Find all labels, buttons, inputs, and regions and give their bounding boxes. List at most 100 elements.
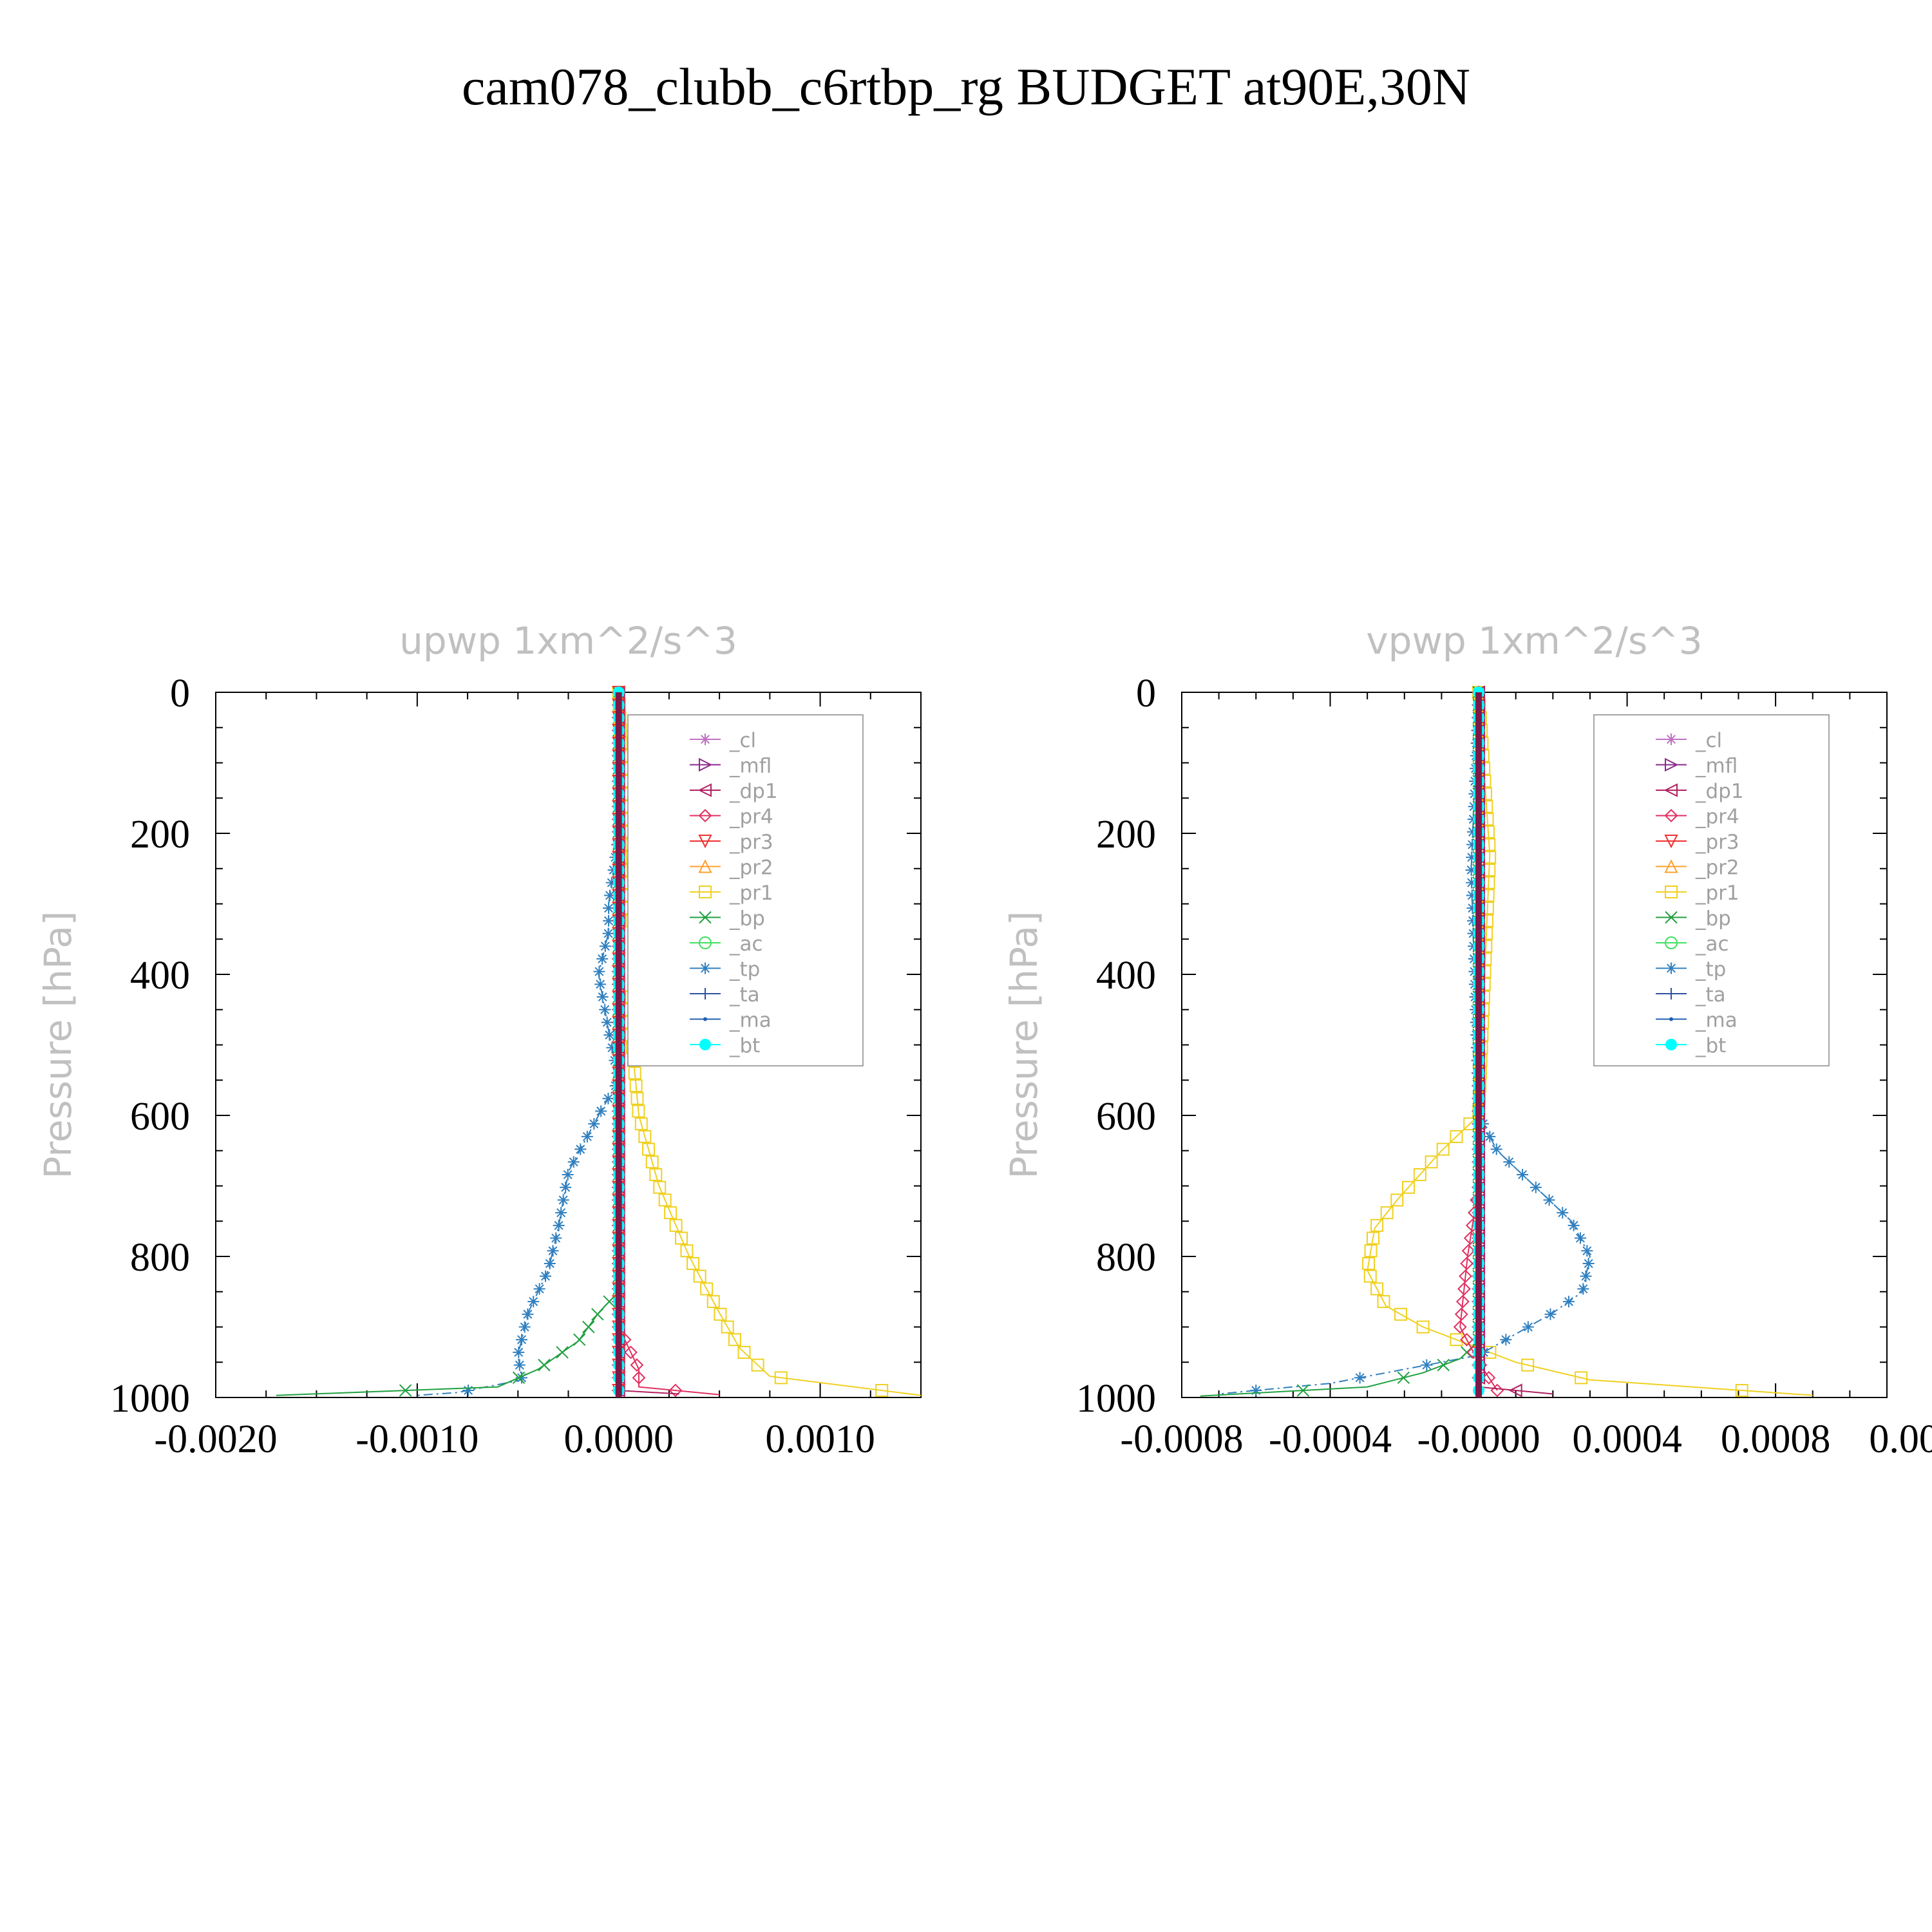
data-point-pr4 <box>1454 1307 1468 1321</box>
data-point-pr1 <box>680 1244 694 1258</box>
chart-panel-1: upwp 1xm^2/s^3 Pressure [hPa] 0 200 400 600 80… <box>36 619 922 1461</box>
legend-marker <box>1665 1039 1677 1050</box>
data-point-tp <box>550 1232 562 1244</box>
legend-label: _ma <box>729 1009 772 1032</box>
series-line-tp <box>1218 692 1591 1395</box>
data-point-pr1 <box>1362 1256 1376 1270</box>
data-point-tp <box>593 965 605 978</box>
data-point-tp <box>1543 1194 1555 1206</box>
data-point-bp <box>538 1358 551 1372</box>
legend: _cl_mfl_dp1_pr4_pr3_pr2_pr1_bp_ac_tp_ta_… <box>627 714 864 1066</box>
data-point-pr1 <box>1377 1295 1390 1309</box>
data-point-dp1 <box>1508 1383 1522 1397</box>
data-point-pr4 <box>624 1345 638 1359</box>
data-point-pr4 <box>1453 1320 1467 1334</box>
y-tick-label: 600 <box>130 1095 190 1139</box>
x-tick-label: -0.0008 <box>1120 1417 1243 1461</box>
data-point-bp <box>512 1371 526 1385</box>
x-tick-label: -0.0020 <box>154 1417 277 1461</box>
legend-marker <box>1664 835 1678 849</box>
data-point-tp <box>594 978 607 990</box>
data-point-pr1 <box>728 1333 741 1347</box>
data-point-pr1 <box>1413 1168 1426 1181</box>
data-point-pr1 <box>638 1130 652 1143</box>
legend-marker <box>699 988 711 999</box>
legend-marker <box>1665 757 1679 772</box>
data-point-pr1 <box>687 1256 700 1270</box>
legend-box <box>627 714 864 1066</box>
data-point-bp <box>591 1308 604 1321</box>
data-point-tp <box>602 1092 614 1104</box>
data-point-pr1 <box>700 1282 714 1296</box>
data-point-tp <box>1574 1232 1586 1244</box>
data-point-tp <box>1567 1219 1580 1231</box>
data-point-tp <box>1562 1296 1575 1308</box>
chart-title: upwp 1xm^2/s^3 <box>399 619 737 663</box>
data-point-tp <box>581 1130 593 1142</box>
data-point-tp <box>560 1181 572 1193</box>
legend-label: _cl <box>729 729 756 752</box>
legend-label: _pr3 <box>729 831 773 854</box>
data-point-tp <box>1581 1245 1593 1257</box>
data-point-pr4 <box>1455 1294 1470 1309</box>
data-point-pr1 <box>645 1155 659 1169</box>
data-point-pr1 <box>1370 1218 1384 1232</box>
y-axis-label: Pressure [hPa] <box>1002 911 1046 1179</box>
legend-marker <box>698 809 712 822</box>
data-point-tp <box>603 889 616 902</box>
legend-marker <box>698 859 712 873</box>
data-point-pr1 <box>629 1079 643 1093</box>
data-point-bp <box>573 1333 586 1346</box>
data-point-tp <box>1582 1257 1595 1269</box>
legend-label: _ta <box>729 983 760 1007</box>
x-tick-label: 0.0004 <box>1572 1417 1682 1461</box>
legend-label: _tp <box>1695 958 1726 981</box>
data-point-tp <box>596 991 609 1003</box>
legend-marker <box>1665 988 1677 999</box>
y-tick-label: 600 <box>1096 1095 1156 1139</box>
data-point-tp <box>518 1321 531 1333</box>
legend-marker <box>699 911 712 924</box>
data-point-pr1 <box>1416 1320 1430 1334</box>
legend-marker <box>699 757 713 772</box>
data-point-tp <box>533 1283 545 1295</box>
data-point-tp <box>602 927 614 940</box>
data-point-pr1 <box>1575 1371 1588 1385</box>
legend-marker <box>1665 734 1677 745</box>
data-point-tp <box>1530 1181 1542 1193</box>
data-point-pr4 <box>632 1370 646 1385</box>
legend-label: _tp <box>729 958 760 981</box>
legend-marker <box>1665 936 1678 949</box>
data-point-pr1 <box>751 1358 764 1372</box>
data-point-tp <box>516 1372 528 1384</box>
legend-box <box>1593 714 1830 1066</box>
data-point-bp <box>1296 1384 1310 1397</box>
data-point-pr4 <box>1460 1332 1474 1347</box>
data-point-tp <box>1490 1143 1502 1155</box>
data-point-tp <box>544 1257 556 1269</box>
data-point-tp <box>516 1334 528 1346</box>
data-point-tp <box>1557 1207 1569 1219</box>
legend-label: _pr4 <box>1695 806 1739 829</box>
data-point-tp <box>513 1346 525 1358</box>
legend-marker <box>699 734 711 745</box>
y-tick-label: 1000 <box>110 1377 190 1421</box>
data-point-bp <box>1397 1371 1410 1385</box>
legend-label: _pr1 <box>1695 882 1739 905</box>
data-point-pr1 <box>630 1092 644 1105</box>
data-point-tp <box>599 1003 611 1016</box>
legend-label: _ta <box>1695 983 1726 1007</box>
legend-marker <box>1669 1017 1673 1021</box>
data-point-bp <box>556 1346 569 1359</box>
legend-marker <box>1665 911 1678 924</box>
data-point-bp <box>582 1320 595 1334</box>
legend-label: _bt <box>729 1034 760 1057</box>
data-point-tp <box>1577 1283 1589 1295</box>
data-point-pr1 <box>737 1345 751 1359</box>
data-point-tp <box>1421 1359 1433 1371</box>
x-tick-label: -0.0010 <box>355 1417 478 1461</box>
series-line-dp1 <box>1478 692 1553 1395</box>
legend-marker <box>1663 783 1678 797</box>
y-tick-label: 200 <box>130 813 190 857</box>
